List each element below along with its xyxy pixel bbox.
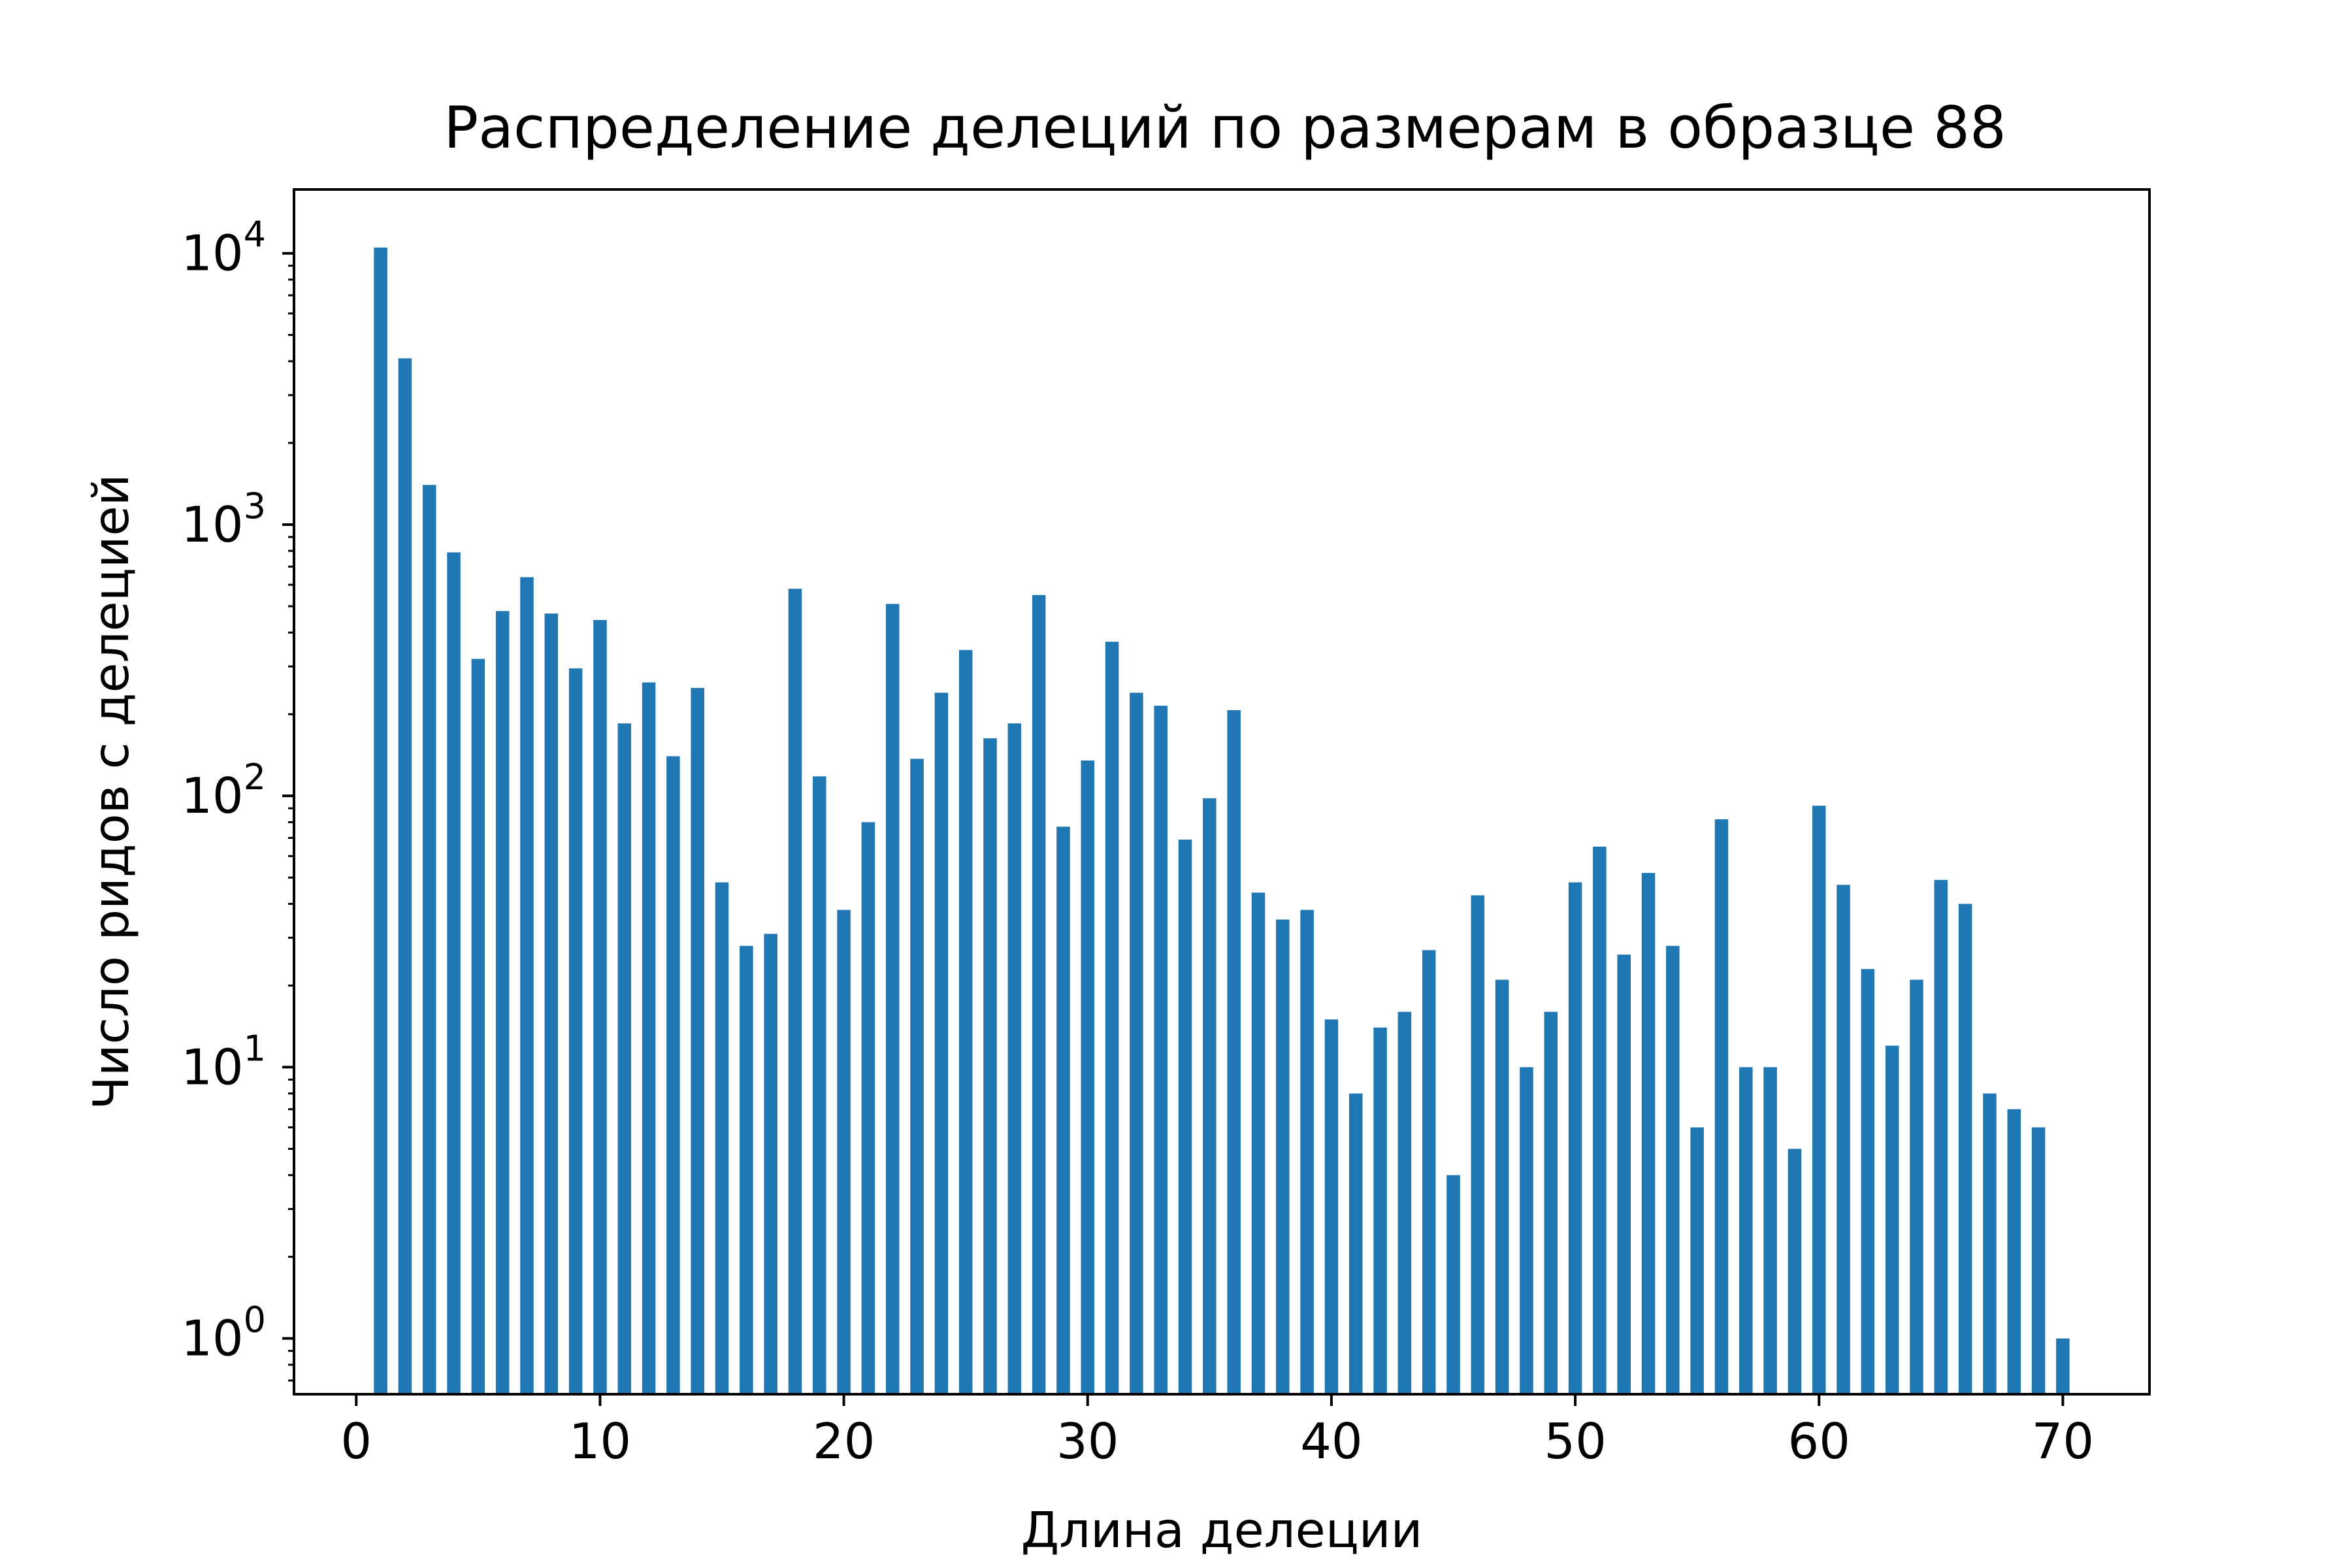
bar [1495,979,1509,1393]
bar [1617,955,1631,1393]
y-tick-label: 101 [181,1028,266,1096]
bar [1812,806,1826,1393]
bar [1007,723,1022,1393]
bar [958,649,973,1393]
bar [1690,1127,1704,1393]
chart-title: Распределение делеций по размерам в обра… [444,94,2006,161]
bar [1397,1011,1412,1393]
bar [910,759,924,1393]
y-tick-label: 100 [181,1299,266,1367]
bar [715,882,729,1393]
y-tick-label: 103 [181,485,266,553]
bar [885,604,900,1393]
bar [642,682,656,1393]
bar [2031,1127,2046,1393]
bar [1373,1027,1387,1393]
plot-frame [293,188,2151,1396]
bar [1471,895,1485,1393]
bar [1227,710,1241,1393]
y-axis: 100 101 102 103 104 [181,214,294,1382]
bar [1593,846,1607,1393]
bar [1422,950,1436,1393]
y-axis-label: Число ридов с делецией [82,474,140,1109]
bars [374,247,2070,1394]
x-tick-label: 10 [569,1413,631,1470]
bar [1056,826,1070,1393]
bar [1763,1067,1777,1393]
bar [1276,919,1290,1393]
bar [1739,1067,1753,1393]
bar [398,358,412,1393]
bar [1958,904,1972,1393]
bar [1666,945,1680,1393]
bar [1324,1019,1339,1393]
bar [1178,840,1192,1393]
bar [1032,595,1046,1393]
bar [1520,1067,1533,1393]
bar [593,619,607,1394]
bar [495,611,510,1393]
x-tick-label: 20 [813,1413,875,1470]
bar [813,776,826,1393]
x-tick-label: 30 [1056,1413,1119,1470]
x-axis: 0 10 20 30 40 50 60 70 [340,1394,2094,1470]
x-tick-label: 0 [340,1413,372,1470]
bar [740,945,753,1393]
bar [1861,969,1875,1393]
bar [447,552,461,1394]
x-tick-label: 40 [1300,1413,1362,1470]
y-tick-label: 102 [181,757,266,825]
bar [1910,979,1923,1393]
bar [1081,760,1095,1393]
y-tick-label: 104 [181,214,266,282]
bar [1714,819,1729,1393]
bar [1837,885,1850,1393]
bar [1983,1093,1997,1393]
bar [422,485,436,1393]
bar [1105,642,1119,1393]
bar [788,589,802,1394]
bar [1251,892,1266,1393]
bar [691,687,704,1393]
bar [1154,706,1168,1393]
bar [520,577,534,1394]
bar [2007,1109,2021,1393]
bar [1544,1011,1558,1393]
bar [1641,873,1656,1393]
x-tick-label: 50 [1544,1413,1606,1470]
x-tick-label: 60 [1788,1413,1850,1470]
bar [764,934,777,1393]
bar [861,822,875,1393]
bar [837,909,851,1393]
bar [1130,693,1143,1393]
bar [1885,1045,1899,1393]
bar [1788,1149,1802,1393]
x-tick-label: 70 [2032,1413,2094,1470]
bar [617,723,632,1393]
bar [934,693,949,1393]
bar [1348,1093,1363,1393]
bar [2056,1338,2070,1393]
bar [374,247,387,1393]
bar [1568,882,1582,1393]
bar [568,668,583,1393]
bar [471,659,485,1394]
bar [983,738,997,1393]
bar [544,613,559,1393]
bar [1446,1175,1460,1393]
bar [1934,879,1948,1393]
bar [666,756,680,1393]
bar [1203,798,1217,1393]
x-axis-label: Длина делеции [1021,1501,1423,1559]
bar [1300,909,1314,1393]
